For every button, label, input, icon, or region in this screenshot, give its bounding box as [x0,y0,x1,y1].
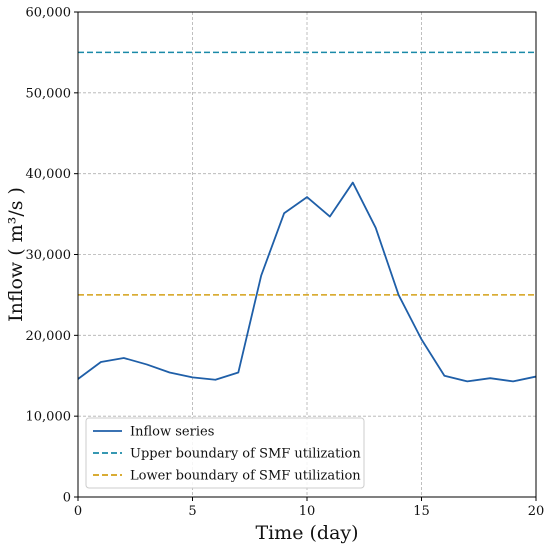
y-tick-label: 40,000 [26,167,72,182]
boundary-lines [78,51,536,296]
legend-label: Lower boundary of SMF utilization [130,469,361,484]
series-group [77,181,537,383]
inflow-series-line [77,181,537,383]
x-tick-label: 20 [528,504,545,519]
y-tick-label: 0 [63,491,71,506]
y-tick-label: 10,000 [26,410,72,425]
x-tick-label: 10 [299,504,316,519]
legend-entry-lower-boundary: Lower boundary of SMF utilization [93,469,361,484]
x-axis-ticks: 0 5 10 15 20 [74,497,544,519]
y-tick-label: 60,000 [26,6,72,21]
legend-label: Inflow series [130,425,214,440]
legend-box [85,417,365,489]
x-tick-label: 5 [188,504,196,519]
x-axis-title: Time (day) [255,522,358,544]
legend-label: Upper boundary of SMF utilization [130,447,361,462]
x-tick-label: 0 [74,504,82,519]
y-tick-label: 20,000 [26,329,72,344]
y-tick-label: 50,000 [26,86,72,101]
y-tick-label: 30,000 [26,248,72,263]
y-axis-ticks: 0 10,000 20,000 30,000 40,000 50,000 60,000 [26,6,78,506]
x-tick-label: 15 [413,504,430,519]
legend-entry-upper-boundary: Upper boundary of SMF utilization [93,447,361,462]
legend: Inflow series Upper boundary of SMF utili… [85,417,365,489]
y-axis-title: Inflow ( m³/s ) [5,187,27,322]
legend-entry-inflow: Inflow series [93,425,214,440]
